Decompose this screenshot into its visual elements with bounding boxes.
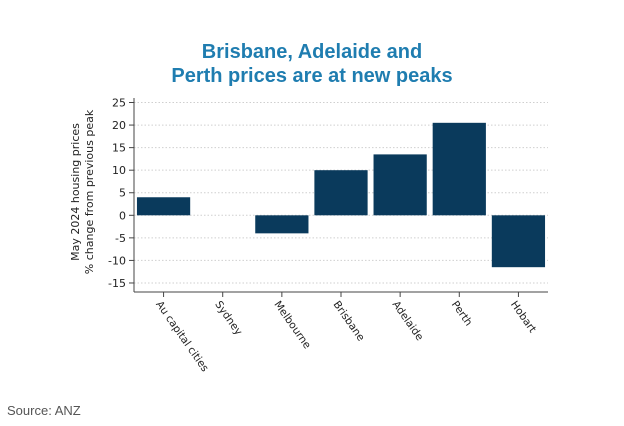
chart-title-line-2: Perth prices are at new peaks — [171, 65, 452, 87]
y-tick-labels: -15 -10 -5 0 5 10 15 20 25 — [108, 97, 126, 290]
y-tick-label: 5 — [119, 187, 126, 200]
y-tick-label: -10 — [108, 254, 126, 267]
y-tick-label: -5 — [115, 232, 126, 245]
y-tick-label: 15 — [112, 142, 126, 155]
bar-hobart — [491, 215, 546, 268]
x-tick-label: Au capital cities — [153, 299, 211, 374]
y-tick-label: 25 — [112, 97, 126, 110]
bar-au-capital-cities — [136, 197, 191, 216]
y-tick-label: -15 — [108, 277, 126, 290]
x-tick-label: Adelaide — [390, 299, 426, 343]
y-tick-label: 10 — [112, 164, 126, 177]
x-tick-label: Hobart — [508, 299, 538, 335]
bar-brisbane — [314, 170, 368, 216]
y-tick-label: 0 — [119, 209, 126, 222]
x-tick-label: Brisbane — [331, 299, 367, 344]
x-category-labels: Au capital cities Sydney Melbourne Brisbane… — [153, 299, 538, 374]
bar-perth — [432, 122, 486, 216]
x-tick-label: Perth — [449, 299, 475, 328]
y-axis-label-line-1: May 2024 housing prices — [69, 123, 82, 261]
bar-melbourne — [255, 215, 309, 234]
x-tick-label: Sydney — [212, 299, 244, 338]
axes — [129, 98, 548, 297]
chart-title-line-1: Brisbane, Adelaide and — [202, 41, 422, 63]
y-tick-label: 20 — [112, 119, 126, 132]
x-tick-label: Melbourne — [271, 299, 313, 351]
y-axis-label-line-2: % change from previous peak — [83, 109, 96, 274]
source-caption: Source: ANZ — [7, 403, 81, 418]
bars — [136, 122, 546, 268]
bar-adelaide — [373, 154, 427, 216]
